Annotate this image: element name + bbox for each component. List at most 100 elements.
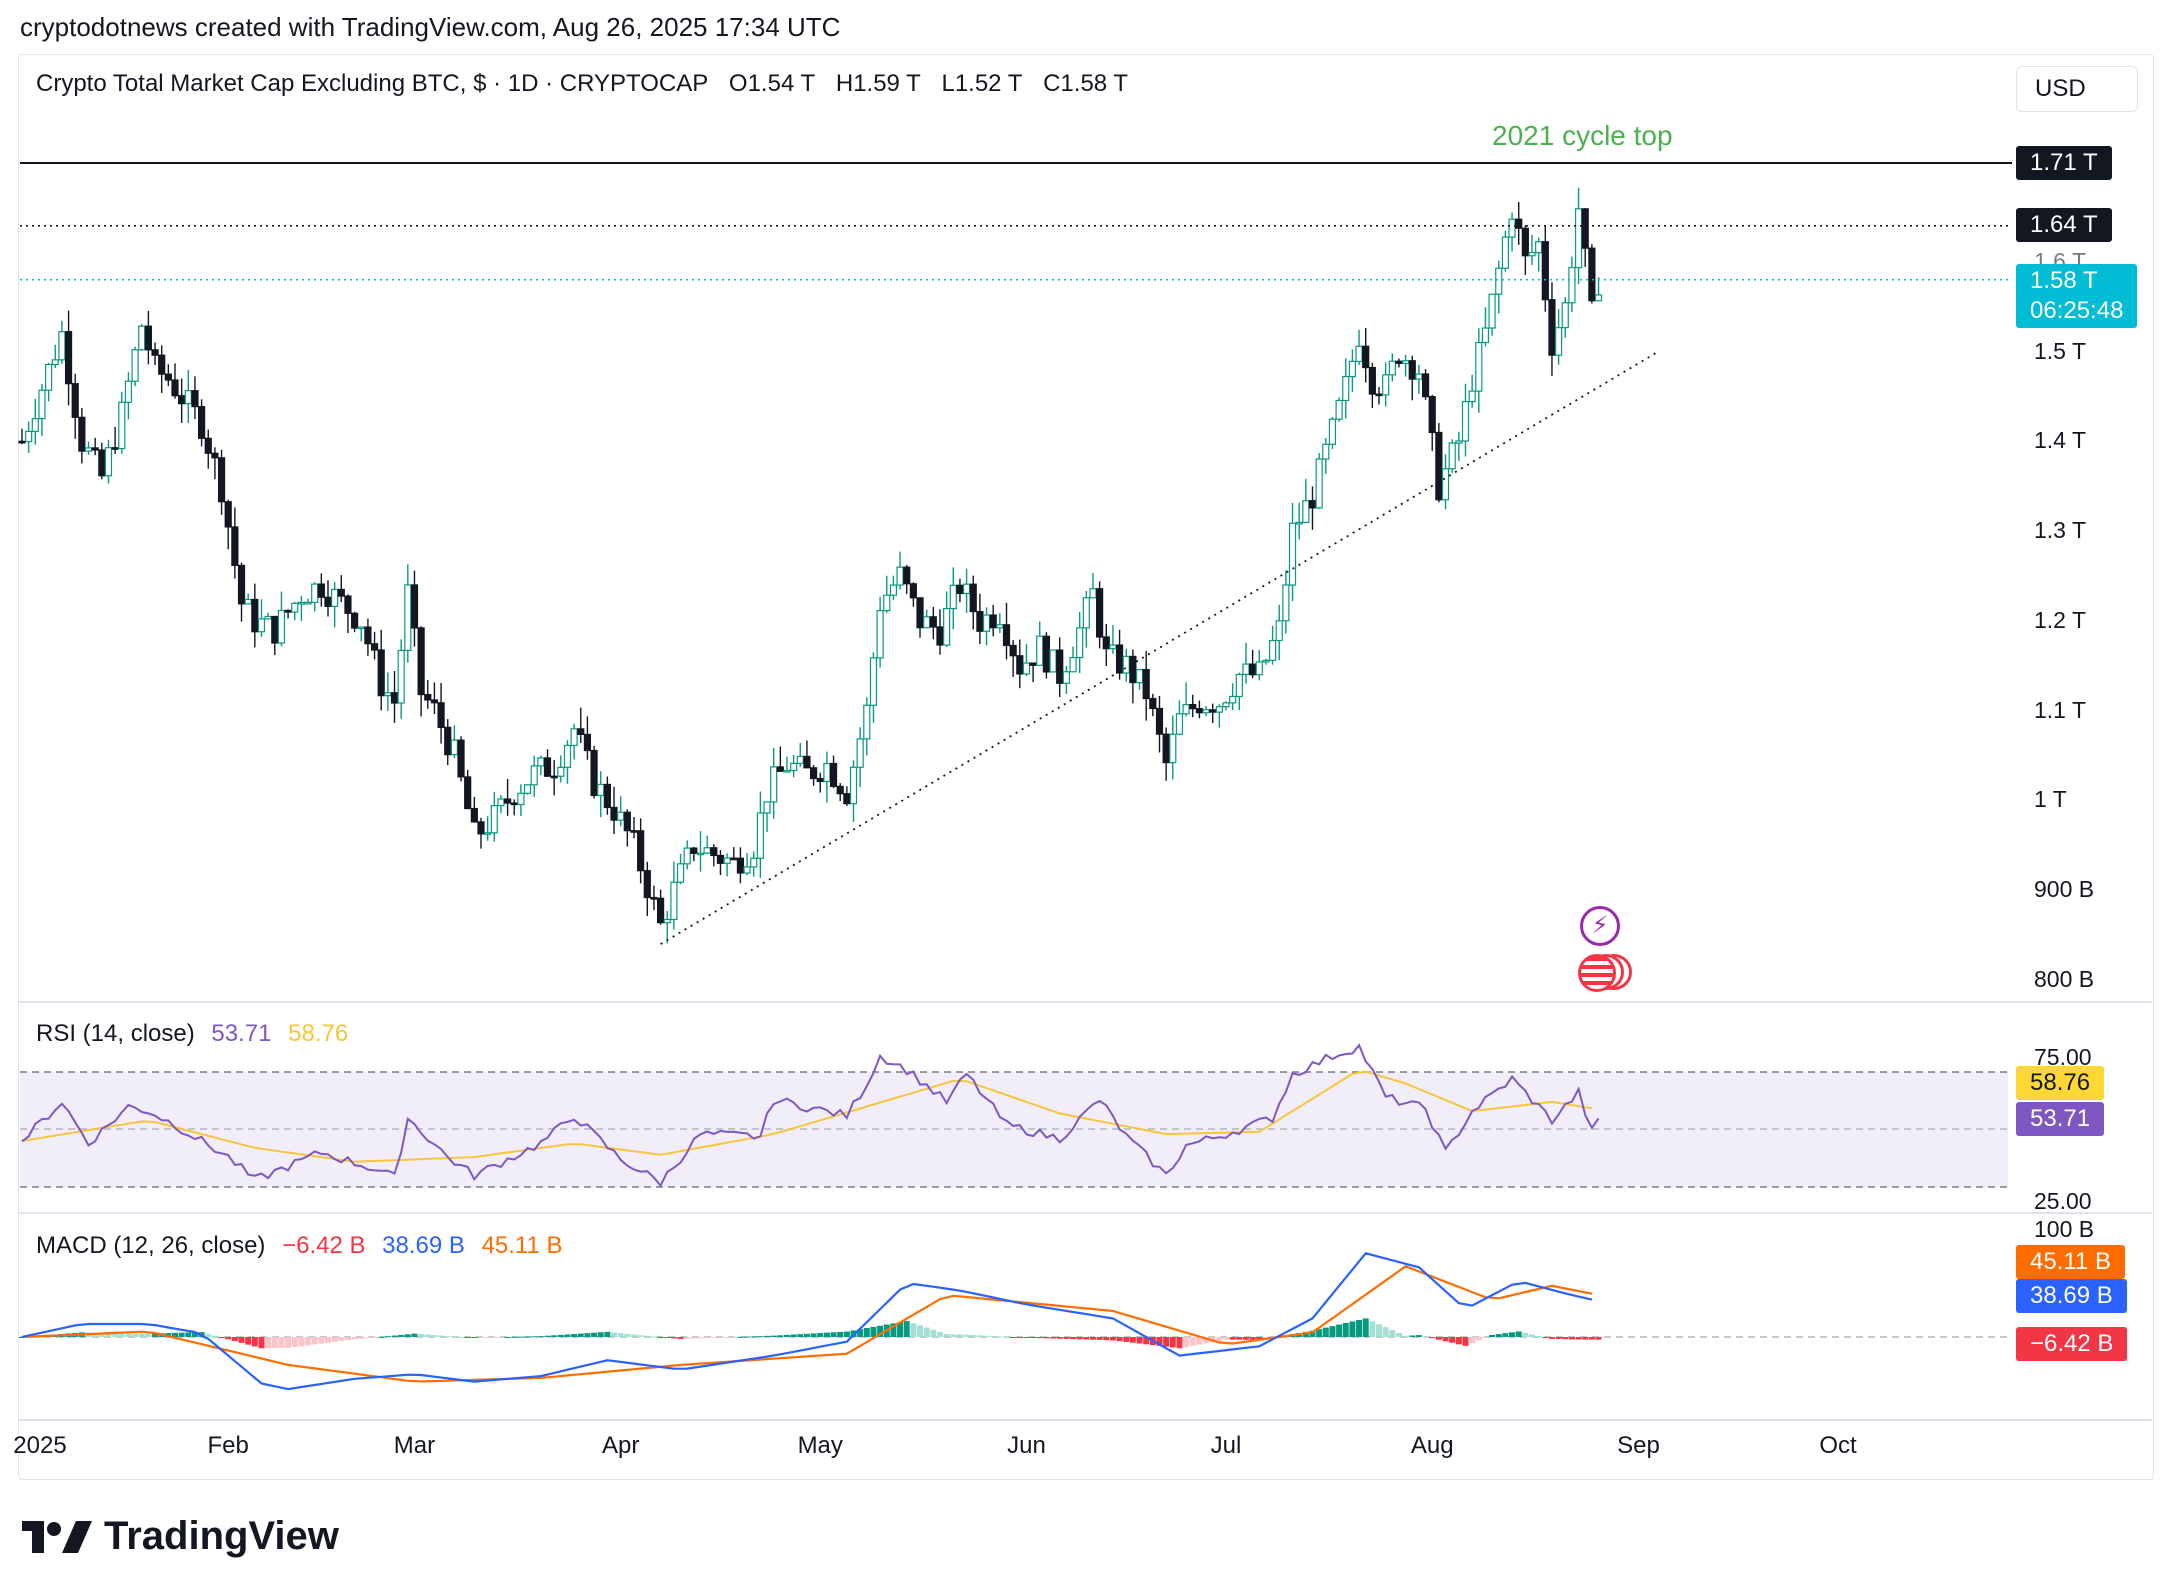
candle-down [650, 896, 658, 900]
macd-histogram-bar [471, 1337, 478, 1338]
macd-histogram-bar [544, 1335, 551, 1337]
macd-histogram-bar [1089, 1337, 1096, 1340]
candle-up [331, 588, 339, 607]
macd-label: MACD (12, 26, close) [36, 1232, 266, 1259]
candle-up [756, 812, 764, 859]
candle-up [617, 811, 625, 821]
candle-up [1348, 360, 1357, 378]
candle-down [736, 857, 745, 874]
macd-histogram-bar [1515, 1331, 1522, 1337]
macd-histogram-bar [1449, 1337, 1456, 1343]
macd-histogram-bar [444, 1335, 451, 1337]
macd-histogram-bar [1229, 1337, 1236, 1340]
candle-down [583, 733, 592, 752]
candle-up [1169, 733, 1177, 764]
candle-down [1056, 649, 1064, 684]
macd-histogram-bar [1016, 1337, 1023, 1338]
candle-down [816, 777, 824, 783]
candle-up [876, 610, 884, 659]
rsi-legend: RSI (14, close) 53.71 58.76 [36, 1020, 358, 1048]
candle-up [1062, 671, 1070, 684]
candle-up [357, 626, 365, 630]
candle-up [597, 783, 605, 797]
candle-down [1189, 704, 1197, 710]
macd-histogram-bar [744, 1336, 751, 1338]
candle-up [1295, 521, 1303, 525]
macd-histogram-bar [1462, 1337, 1469, 1346]
macd-histogram-bar [1036, 1337, 1043, 1339]
macd-histogram-bar [717, 1337, 724, 1338]
macd-histogram-bar [584, 1333, 591, 1337]
macd-histogram-bar [118, 1333, 125, 1337]
candle-up [297, 601, 305, 605]
macd-histogram-bar [298, 1337, 305, 1347]
macd-histogram-bar [285, 1337, 292, 1348]
macd-histogram-bar [857, 1329, 864, 1337]
macd-histogram-bar [1183, 1337, 1190, 1347]
resistance-tag: 1.64 T [2016, 208, 2112, 242]
macd-axis-100: 100 B [2034, 1216, 2095, 1242]
macd-histogram-bar [1342, 1323, 1349, 1337]
macd-hist-tag: −6.42 B [2016, 1327, 2128, 1361]
candles-group [18, 187, 1603, 944]
macd-histogram-bar [458, 1336, 465, 1338]
candle-down [1548, 299, 1556, 356]
macd-histogram-bar [684, 1337, 691, 1339]
candle-up [676, 863, 685, 883]
candle-down [710, 847, 718, 857]
candle-up [1135, 668, 1144, 684]
candle-up [277, 609, 286, 644]
macd-histogram-bar [1003, 1336, 1010, 1338]
macd-histogram-bar [265, 1337, 272, 1349]
macd-histogram-bar [125, 1333, 132, 1337]
macd-histogram-bar [205, 1333, 212, 1337]
macd-histogram-bar [730, 1337, 737, 1338]
macd-histogram-bar [1548, 1337, 1555, 1339]
candle-up [311, 583, 319, 603]
price-tick-label: 900 B [2034, 876, 2095, 903]
candle-up [244, 598, 252, 605]
candle-up [1082, 597, 1090, 629]
macd-histogram-bar [557, 1334, 564, 1337]
candle-down [164, 373, 172, 381]
candle-up [264, 615, 272, 620]
macd-histogram-bar [464, 1337, 471, 1338]
candle-down [98, 449, 106, 477]
macd-histogram-bar [364, 1337, 371, 1339]
candle-up [1328, 418, 1337, 445]
macd-histogram-bar [384, 1336, 391, 1338]
macd-histogram-bar [431, 1335, 438, 1337]
macd-histogram-bar [1395, 1332, 1402, 1337]
macd-histogram-bar [690, 1337, 697, 1339]
macd-histogram-bar [1522, 1332, 1529, 1337]
candle-up [1049, 649, 1057, 673]
macd-histogram-bar [451, 1336, 458, 1338]
macd-histogram-bar [138, 1333, 145, 1337]
time-tick-label: 2025 [13, 1432, 67, 1459]
lightning-icon[interactable]: ⚡ [1580, 906, 1620, 946]
candle-up [1382, 374, 1390, 396]
macd-histogram-bar [318, 1337, 325, 1344]
candle-up [1076, 627, 1084, 659]
candle-down [603, 783, 611, 809]
time-tick-label: Feb [207, 1432, 249, 1459]
macd-histogram-bar [1189, 1337, 1196, 1346]
macd-histogram-bar [1475, 1337, 1482, 1341]
macd-histogram-bar [710, 1337, 717, 1338]
candle-up [497, 798, 505, 807]
macd-histogram-bar [1096, 1337, 1103, 1340]
macd-histogram-bar [604, 1331, 611, 1337]
macd-histogram-bar [371, 1337, 378, 1338]
candle-down [1362, 345, 1370, 369]
currency-button[interactable]: USD [2016, 66, 2138, 112]
macd-histogram-bar [810, 1333, 817, 1337]
macd-histogram-bar [783, 1334, 790, 1337]
bar-countdown: 06:25:48 [2030, 297, 2124, 324]
us-flag-icon[interactable] [1578, 954, 1616, 992]
candle-down [776, 766, 784, 772]
macd-histogram-bar [770, 1335, 777, 1337]
macd-histogram-bar [1409, 1335, 1416, 1337]
time-tick-label: Jun [1007, 1432, 1046, 1459]
candle-down [929, 616, 937, 628]
rsi-ma-value: 58.76 [288, 1020, 349, 1047]
